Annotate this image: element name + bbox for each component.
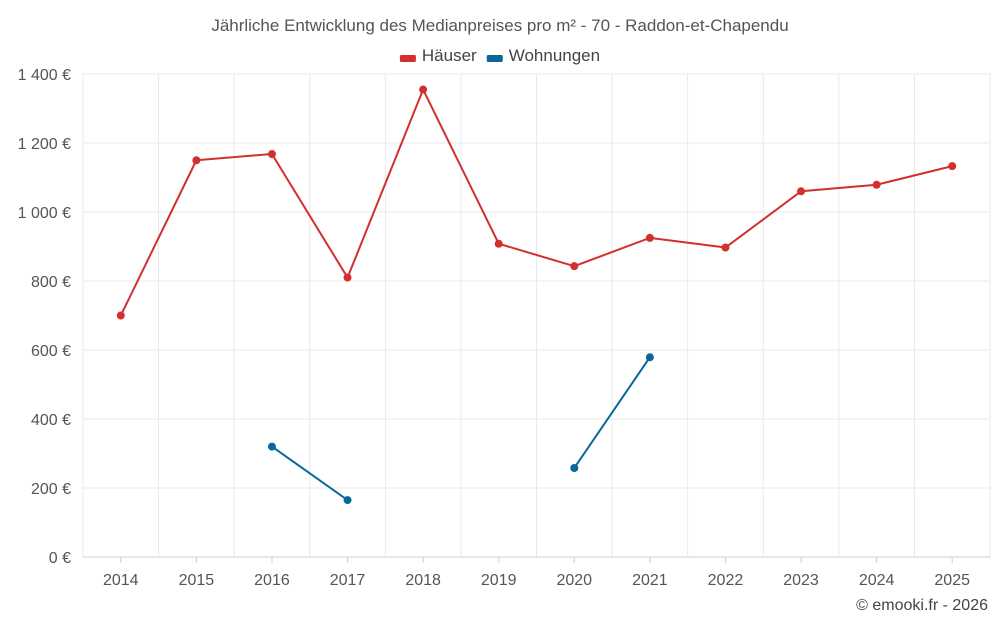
y-tick-label: 400 € [31, 412, 71, 429]
data-point[interactable] [267, 442, 276, 451]
x-tick-label: 2014 [103, 572, 139, 589]
legend-label: Häuser [422, 46, 477, 65]
data-point[interactable] [419, 85, 428, 94]
chart-title: Jährliche Entwicklung des Medianpreises … [211, 16, 788, 35]
y-tick-label: 800 € [31, 274, 71, 291]
legend[interactable]: Häuser Wohnungen [399, 46, 600, 65]
x-tick-label: 2020 [556, 572, 592, 589]
data-point[interactable] [267, 150, 276, 159]
data-point[interactable] [343, 496, 352, 505]
x-tick-label: 2019 [481, 572, 517, 589]
legend-label: Wohnungen [509, 46, 600, 65]
credit-text: © emooki.fr - 2026 [856, 597, 988, 614]
data-point[interactable] [116, 311, 125, 320]
x-tick-label: 2023 [783, 572, 819, 589]
legend-swatch [399, 55, 416, 62]
data-point[interactable] [645, 233, 654, 242]
series-haeuser [116, 85, 957, 320]
data-point[interactable] [570, 262, 579, 271]
data-point[interactable] [797, 187, 806, 196]
y-tick-label: 1 400 € [18, 67, 71, 84]
y-tick-label: 0 € [49, 550, 71, 567]
data-point[interactable] [948, 162, 957, 171]
x-tick-label: 2024 [859, 572, 895, 589]
series-wohnungen [267, 353, 654, 505]
y-tick-label: 600 € [31, 343, 71, 360]
x-tick-label: 2022 [708, 572, 744, 589]
data-point[interactable] [721, 243, 730, 252]
x-tick-label: 2018 [405, 572, 441, 589]
data-point[interactable] [343, 273, 352, 282]
legend-item[interactable]: Wohnungen [486, 46, 600, 65]
data-point[interactable] [645, 353, 654, 362]
x-tick-label: 2025 [934, 572, 970, 589]
legend-item[interactable]: Häuser [399, 46, 477, 65]
legend-swatch [486, 55, 503, 62]
x-tick-label: 2015 [179, 572, 215, 589]
series-line [119, 88, 953, 316]
data-point[interactable] [570, 463, 579, 472]
data-point[interactable] [192, 156, 201, 165]
series-line [573, 356, 651, 469]
y-tick-label: 200 € [31, 481, 71, 498]
y-tick-label: 1 000 € [18, 205, 71, 222]
axes: 0 € 200 € 400 € 600 € 800 € 1 000 € 1 200 € 1 4… [18, 67, 990, 589]
y-tick-label: 1 200 € [18, 136, 71, 153]
data-point[interactable] [872, 180, 881, 189]
grid [82, 73, 991, 557]
x-tick-label: 2016 [254, 572, 290, 589]
x-tick-label: 2021 [632, 572, 668, 589]
x-tick-label: 2017 [330, 572, 366, 589]
series-line [271, 445, 349, 501]
series-layer [116, 85, 957, 505]
data-point[interactable] [494, 239, 503, 248]
